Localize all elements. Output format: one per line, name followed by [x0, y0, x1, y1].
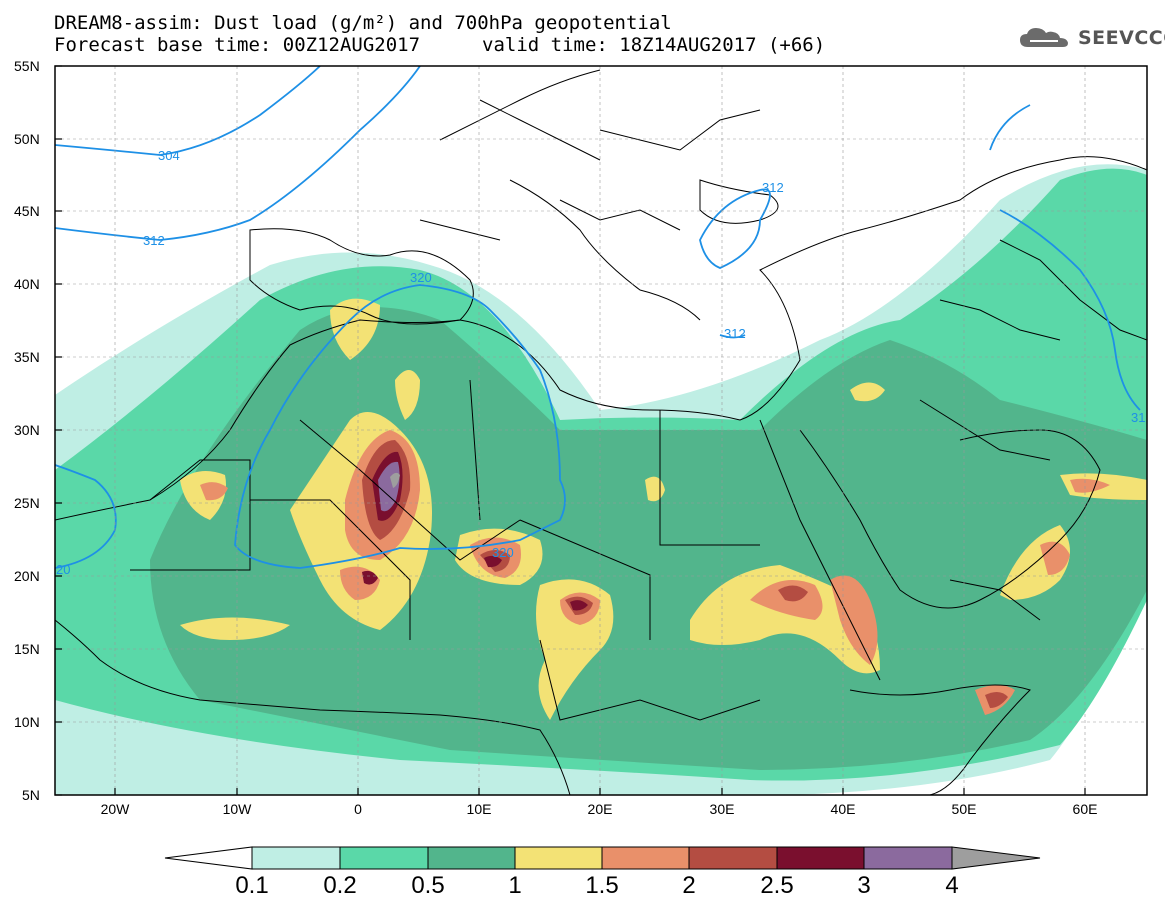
colorbar-label: 2.5 — [760, 872, 793, 899]
forecast-base-time: Forecast base time: 00Z12AUG2017 — [54, 34, 421, 56]
lon-label: 20W — [101, 801, 131, 817]
lat-label: 25N — [14, 495, 40, 511]
contour-label-320-south: 320 — [492, 545, 514, 560]
lon-label: 50E — [952, 801, 977, 817]
colorbar-low-arrow — [164, 846, 253, 870]
colorbar-label: 2 — [682, 872, 695, 899]
colorbar-label: 4 — [945, 872, 958, 899]
colorbar-label: 0.5 — [411, 872, 444, 899]
contour-label-304: 304 — [158, 148, 180, 163]
lat-label: 5N — [22, 787, 40, 803]
cloud-icon — [1020, 28, 1068, 47]
contour-label-312-med: 312 — [724, 326, 746, 341]
colorbar-swatch — [251, 846, 341, 870]
colorbar: 0.1 0.2 0.5 1 1.5 2 2.5 3 4 — [164, 846, 1041, 899]
contour-label-20: 20 — [56, 562, 70, 577]
geopotential-contours — [55, 66, 1141, 569]
colorbar-swatch — [601, 846, 690, 870]
lon-label: 30E — [710, 801, 735, 817]
lat-label: 55N — [14, 58, 40, 74]
lat-label: 30N — [14, 422, 40, 438]
colorbar-high-arrow — [951, 846, 1041, 870]
contour-labels: 304 312 312 320 320 312 20 31 — [56, 148, 1145, 577]
dust-level-0.5 — [150, 307, 1147, 770]
lon-label: 20E — [588, 801, 613, 817]
lat-label: 15N — [14, 641, 40, 657]
seevccc-logo: SEEVCCC — [1018, 25, 1165, 51]
contour-label-312-east: 312 — [762, 180, 784, 195]
colorbar-swatch — [863, 846, 953, 870]
colorbar-label: 0.2 — [323, 872, 356, 899]
lon-label: 10E — [467, 801, 492, 817]
lat-label: 45N — [14, 203, 40, 219]
contour-label-320-north: 320 — [410, 270, 432, 285]
colorbar-label: 1 — [508, 872, 521, 899]
dust-level-4 — [390, 472, 400, 488]
lon-label: 10W — [223, 801, 253, 817]
colorbar-label: 0.1 — [235, 872, 268, 899]
logo-text: SEEVCCC — [1078, 27, 1165, 49]
colorbar-label: 3 — [857, 872, 870, 899]
lat-label: 40N — [14, 276, 40, 292]
lon-label: 40E — [831, 801, 856, 817]
colorbar-swatch — [514, 846, 603, 870]
graticule — [55, 66, 1147, 795]
longitude-axis: 20W 10W 0 10E 20E 30E 40E 50E 60E — [101, 788, 1098, 817]
lon-label: 0 — [354, 801, 362, 817]
colorbar-swatch — [427, 846, 516, 870]
valid-time: valid time: 18Z14AUG2017 (+66) — [482, 34, 826, 56]
colorbar-swatch — [339, 846, 429, 870]
contour-label-31: 31 — [1131, 410, 1145, 425]
lat-label: 50N — [14, 131, 40, 147]
map-title: DREAM8-assim: Dust load (g/m²) and 700hP… — [54, 12, 672, 34]
lat-label: 10N — [14, 714, 40, 730]
colorbar-swatch — [776, 846, 865, 870]
lon-label: 60E — [1073, 801, 1098, 817]
latitude-axis: 55N 50N 45N 40N 35N 30N 25N 20N 15N 10N … — [14, 58, 62, 803]
lat-label: 20N — [14, 568, 40, 584]
lat-label: 35N — [14, 349, 40, 365]
colorbar-label: 1.5 — [585, 872, 618, 899]
dust-field — [55, 164, 1147, 795]
contour-label-312-west: 312 — [143, 233, 165, 248]
colorbar-swatch — [688, 846, 778, 870]
